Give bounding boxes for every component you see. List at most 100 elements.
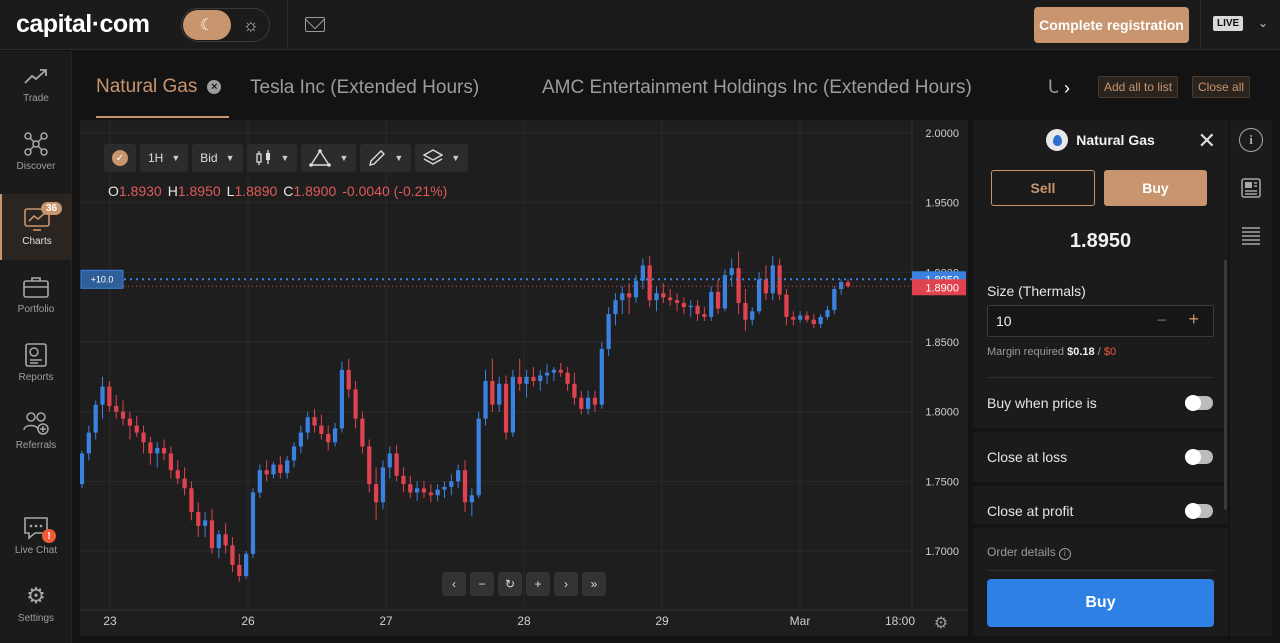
- order-book-icon[interactable]: [1239, 224, 1263, 248]
- close-at-loss-toggle[interactable]: [1185, 449, 1213, 465]
- sidebar-item-label: Trade: [23, 93, 49, 104]
- sidebar-item-referrals[interactable]: Referrals: [0, 398, 72, 464]
- sidebar-item-portfolio[interactable]: Portfolio: [0, 262, 72, 328]
- candle-body: [510, 376, 515, 433]
- candle-body: [722, 275, 728, 309]
- candle-body: [681, 302, 686, 308]
- close-at-profit-toggle[interactable]: [1185, 503, 1213, 519]
- interval-select[interactable]: 1H ▼: [140, 144, 189, 172]
- x-tick-label: 26: [241, 614, 255, 628]
- toolbar-check-button[interactable]: ✓: [104, 144, 136, 172]
- panel-header: Natural Gas: [973, 120, 1228, 160]
- buy-when-toggle[interactable]: [1185, 395, 1213, 411]
- scroll-left-button[interactable]: ‹: [442, 572, 466, 596]
- panel-scrollbar[interactable]: [1224, 260, 1227, 510]
- layers-select[interactable]: ▼: [415, 144, 469, 172]
- candle-body: [346, 369, 351, 390]
- divider: [287, 0, 288, 50]
- candle-body: [579, 397, 584, 409]
- order-details[interactable]: Order details i: [987, 545, 1071, 560]
- sidebar-item-label: Discover: [16, 161, 56, 172]
- candlestick-chart[interactable]: 2.00001.95001.90001.85001.80001.75001.70…: [80, 120, 968, 636]
- news-icon[interactable]: [1239, 176, 1263, 200]
- sell-price-tag-label: 1.8900: [925, 282, 959, 294]
- sidebar-item-trade[interactable]: Trade: [0, 51, 72, 117]
- reports-icon: [23, 342, 49, 368]
- sidebar-item-charts[interactable]: Charts 36: [0, 194, 72, 260]
- sidebar-item-discover[interactable]: Discover: [0, 119, 72, 185]
- drawing-tools-select[interactable]: ▼: [360, 144, 412, 172]
- reset-button[interactable]: ↻: [498, 572, 522, 596]
- close-icon[interactable]: ×: [207, 80, 222, 94]
- candle-body: [709, 291, 714, 317]
- chevron-down-icon: ▼: [339, 153, 349, 163]
- add-all-to-list-button[interactable]: Add all to list: [1098, 76, 1179, 98]
- margin-label: Margin required: [987, 346, 1065, 358]
- candle-body: [380, 467, 386, 503]
- close-icon[interactable]: ✕: [1197, 128, 1216, 153]
- buy-button[interactable]: Buy: [987, 579, 1214, 627]
- candle-body: [462, 470, 468, 503]
- complete-registration-button[interactable]: Complete registration: [1034, 7, 1189, 43]
- minus-icon[interactable]: −: [1156, 310, 1167, 330]
- candle-body: [620, 293, 625, 301]
- chart-type-select[interactable]: ▼: [246, 144, 298, 172]
- scroll-right-button[interactable]: ›: [554, 572, 578, 596]
- tab-truncated[interactable]: U: [1048, 58, 1058, 118]
- trade-panel: Natural Gas ✕ Sell Buy 1.8950 Size (Ther…: [973, 120, 1228, 636]
- candle-body: [674, 300, 680, 303]
- candle-body: [155, 447, 160, 454]
- sidebar-item-reports[interactable]: Reports: [0, 330, 72, 396]
- info-icon[interactable]: i: [1058, 548, 1071, 560]
- theme-toggle[interactable]: ☾ ☼: [181, 8, 270, 42]
- candle-body: [702, 314, 707, 317]
- sidebar-item-live-chat[interactable]: Live Chat: [0, 503, 72, 569]
- candle-body: [401, 475, 406, 485]
- info-icon[interactable]: i: [1239, 128, 1263, 152]
- candle-body: [244, 553, 249, 577]
- scroll-to-end-button[interactable]: »: [582, 572, 606, 596]
- account-mode-badge[interactable]: LIVE: [1213, 16, 1244, 31]
- chart-settings-icon[interactable]: ⚙: [934, 613, 948, 632]
- close-all-button[interactable]: Close all: [1192, 76, 1251, 98]
- chat-icon: [23, 515, 49, 541]
- chevron-right-icon[interactable]: ›: [1064, 78, 1070, 98]
- candle-body: [353, 389, 358, 419]
- candle-body: [161, 447, 167, 454]
- chevron-down-icon[interactable]: ⌄: [1258, 16, 1269, 30]
- sidebar-item-settings[interactable]: ⚙ Settings: [0, 571, 72, 637]
- candle-body: [278, 464, 283, 473]
- candle-body: [421, 488, 427, 493]
- tab-tesla[interactable]: Tesla Inc (Extended Hours): [250, 58, 479, 118]
- candle-body: [599, 348, 604, 405]
- tab-label: Natural Gas: [96, 76, 198, 97]
- candle-body: [435, 489, 440, 496]
- tab-natural-gas[interactable]: Natural Gas ×: [96, 58, 230, 118]
- moon-icon[interactable]: ☾: [183, 10, 231, 40]
- size-stepper[interactable]: 10 − +: [987, 305, 1214, 337]
- candle-body: [756, 279, 762, 312]
- indicators-select[interactable]: ▼: [301, 144, 357, 172]
- buy-tab-button[interactable]: Buy: [1104, 170, 1207, 206]
- price-type-select[interactable]: Bid ▼: [192, 144, 243, 172]
- candle-body: [606, 314, 611, 349]
- candle-body: [449, 481, 454, 487]
- sun-icon[interactable]: ☼: [242, 15, 260, 35]
- tab-label: U: [1048, 77, 1058, 98]
- gear-icon: ⚙: [26, 583, 46, 608]
- candle-body: [551, 369, 557, 373]
- size-value[interactable]: 10: [996, 313, 1012, 329]
- y-tick-label: 1.8500: [925, 337, 959, 349]
- price-chart[interactable]: 2.00001.95001.90001.85001.80001.75001.70…: [80, 120, 968, 636]
- tab-amc[interactable]: AMC Entertainment Holdings Inc (Extended…: [542, 58, 972, 118]
- settings-alert-badge: !: [42, 529, 56, 543]
- plus-icon[interactable]: +: [1188, 309, 1199, 329]
- zoom-in-button[interactable]: +: [526, 572, 550, 596]
- zoom-out-button[interactable]: −: [470, 572, 494, 596]
- sell-tab-button[interactable]: Sell: [991, 170, 1095, 206]
- mail-icon[interactable]: [305, 17, 325, 32]
- candle-body: [784, 294, 789, 317]
- right-toolbar: i: [1230, 120, 1272, 636]
- candle-body: [832, 289, 837, 310]
- brand-logo[interactable]: capital·com: [16, 10, 150, 38]
